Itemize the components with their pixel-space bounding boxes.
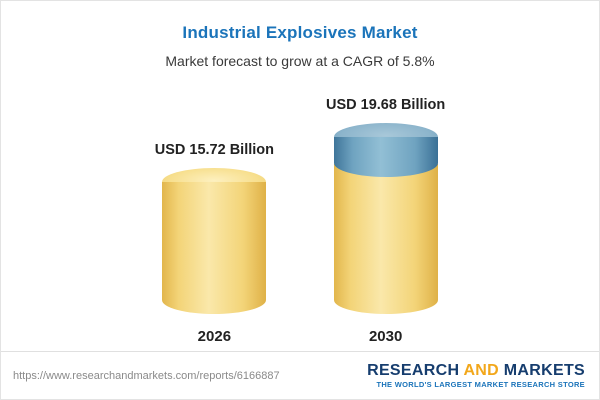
page-title: Industrial Explosives Market	[182, 23, 418, 42]
chart-header: Industrial Explosives Market Market fore…	[1, 1, 599, 69]
logo-tagline: THE WORLD'S LARGEST MARKET RESEARCH STOR…	[376, 380, 585, 390]
cylinder-body-2030	[333, 164, 438, 314]
value-label-2030: USD 19.68 Billion	[326, 97, 446, 113]
cylinder-2030	[333, 123, 438, 314]
bar-group-2026: USD 15.72 Billion 2026	[155, 142, 274, 345]
bar-group-2030: USD 19.68 Billion 2030	[326, 97, 445, 345]
logo-word-and: AND	[463, 361, 500, 379]
year-label-2026: 2026	[197, 328, 232, 345]
cylinder-2026	[162, 168, 267, 314]
year-label-2030: 2030	[368, 328, 403, 345]
logo-word-markets: MARKETS	[499, 361, 585, 379]
logo-word-research: RESEARCH	[367, 361, 464, 379]
cylinder-body-2026	[162, 182, 267, 314]
research-and-markets-logo: RESEARCH AND MARKETS THE WORLD'S LARGEST…	[367, 362, 585, 390]
page-subtitle: Market forecast to grow at a CAGR of 5.8…	[165, 53, 435, 69]
cylinder-bar-chart: USD 15.72 Billion 2026 USD 19.68 Billion…	[1, 96, 599, 345]
cylinder-growth-segment-2030	[333, 137, 438, 177]
report-url: https://www.researchandmarkets.com/repor…	[13, 369, 280, 382]
value-label-2026: USD 15.72 Billion	[154, 142, 274, 158]
footer: https://www.researchandmarkets.com/repor…	[1, 351, 599, 399]
logo-wordmark: RESEARCH AND MARKETS	[367, 362, 585, 380]
